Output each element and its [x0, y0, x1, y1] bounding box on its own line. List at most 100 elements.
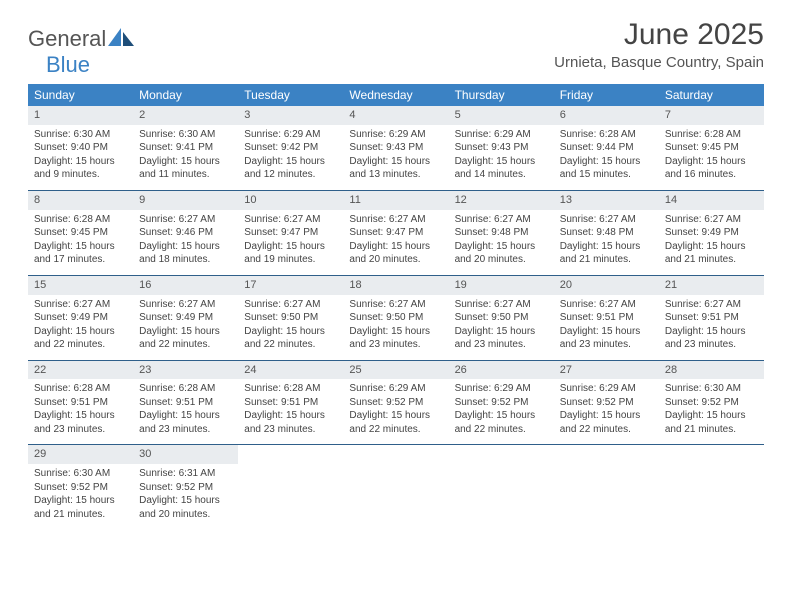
brand-logo: General Blue [28, 18, 134, 78]
day-detail-cell: Sunrise: 6:27 AMSunset: 9:49 PMDaylight:… [659, 210, 764, 276]
sunset-text: Sunset: 9:43 PM [455, 141, 548, 155]
day-number-cell [238, 445, 343, 464]
day-detail-cell: Sunrise: 6:27 AMSunset: 9:48 PMDaylight:… [554, 210, 659, 276]
sunset-text: Sunset: 9:42 PM [244, 141, 337, 155]
sunrise-text: Sunrise: 6:27 AM [665, 298, 758, 312]
logo-word-blue: Blue [46, 52, 90, 77]
sunrise-text: Sunrise: 6:28 AM [34, 382, 127, 396]
daylight-text: Daylight: 15 hours and 16 minutes. [665, 155, 758, 182]
daylight-text: Daylight: 15 hours and 12 minutes. [244, 155, 337, 182]
daylight-text: Daylight: 15 hours and 22 minutes. [244, 325, 337, 352]
daylight-text: Daylight: 15 hours and 23 minutes. [139, 409, 232, 436]
day-detail-cell: Sunrise: 6:28 AMSunset: 9:44 PMDaylight:… [554, 125, 659, 191]
sunset-text: Sunset: 9:44 PM [560, 141, 653, 155]
day-detail-cell: Sunrise: 6:28 AMSunset: 9:51 PMDaylight:… [28, 379, 133, 445]
day-number-cell: 5 [449, 106, 554, 125]
daylight-text: Daylight: 15 hours and 22 minutes. [455, 409, 548, 436]
calendar-body: 1234567Sunrise: 6:30 AMSunset: 9:40 PMDa… [28, 106, 764, 529]
day-number-cell: 11 [343, 190, 448, 209]
sunrise-text: Sunrise: 6:29 AM [560, 382, 653, 396]
day-number-cell: 19 [449, 275, 554, 294]
sunset-text: Sunset: 9:51 PM [34, 396, 127, 410]
sunrise-text: Sunrise: 6:29 AM [455, 128, 548, 142]
day-detail-cell: Sunrise: 6:27 AMSunset: 9:50 PMDaylight:… [343, 295, 448, 361]
day-number-cell: 20 [554, 275, 659, 294]
sunset-text: Sunset: 9:52 PM [349, 396, 442, 410]
sunrise-text: Sunrise: 6:31 AM [139, 467, 232, 481]
weekday-header: Friday [554, 84, 659, 106]
sunset-text: Sunset: 9:48 PM [560, 226, 653, 240]
sunset-text: Sunset: 9:50 PM [455, 311, 548, 325]
daylight-text: Daylight: 15 hours and 20 minutes. [139, 494, 232, 521]
sunrise-text: Sunrise: 6:27 AM [244, 298, 337, 312]
sunrise-text: Sunrise: 6:27 AM [349, 298, 442, 312]
day-number-cell: 7 [659, 106, 764, 125]
day-detail-cell [343, 464, 448, 529]
day-detail-cell: Sunrise: 6:28 AMSunset: 9:51 PMDaylight:… [238, 379, 343, 445]
sunrise-text: Sunrise: 6:29 AM [349, 382, 442, 396]
day-detail-cell [659, 464, 764, 529]
sunrise-text: Sunrise: 6:27 AM [139, 298, 232, 312]
day-number-cell: 23 [133, 360, 238, 379]
day-number-row: 22232425262728 [28, 360, 764, 379]
day-number-cell: 17 [238, 275, 343, 294]
day-detail-cell: Sunrise: 6:27 AMSunset: 9:47 PMDaylight:… [343, 210, 448, 276]
day-number-cell: 21 [659, 275, 764, 294]
day-number-cell: 26 [449, 360, 554, 379]
day-detail-cell: Sunrise: 6:29 AMSunset: 9:42 PMDaylight:… [238, 125, 343, 191]
weekday-header: Saturday [659, 84, 764, 106]
calendar-table: Sunday Monday Tuesday Wednesday Thursday… [28, 84, 764, 529]
daylight-text: Daylight: 15 hours and 23 minutes. [665, 325, 758, 352]
day-number-cell: 29 [28, 445, 133, 464]
day-detail-cell: Sunrise: 6:27 AMSunset: 9:47 PMDaylight:… [238, 210, 343, 276]
day-detail-cell: Sunrise: 6:30 AMSunset: 9:52 PMDaylight:… [659, 379, 764, 445]
sunset-text: Sunset: 9:51 PM [244, 396, 337, 410]
sunset-text: Sunset: 9:52 PM [560, 396, 653, 410]
daylight-text: Daylight: 15 hours and 13 minutes. [349, 155, 442, 182]
weekday-header: Tuesday [238, 84, 343, 106]
day-number-cell: 30 [133, 445, 238, 464]
daylight-text: Daylight: 15 hours and 23 minutes. [349, 325, 442, 352]
daylight-text: Daylight: 15 hours and 9 minutes. [34, 155, 127, 182]
logo-text: General Blue [28, 26, 134, 78]
day-number-cell: 8 [28, 190, 133, 209]
day-number-cell: 24 [238, 360, 343, 379]
day-number-row: 891011121314 [28, 190, 764, 209]
sunrise-text: Sunrise: 6:27 AM [34, 298, 127, 312]
sunset-text: Sunset: 9:51 PM [665, 311, 758, 325]
day-number-row: 1234567 [28, 106, 764, 125]
sunrise-text: Sunrise: 6:29 AM [455, 382, 548, 396]
daylight-text: Daylight: 15 hours and 21 minutes. [34, 494, 127, 521]
sunrise-text: Sunrise: 6:30 AM [34, 128, 127, 142]
day-detail-cell: Sunrise: 6:29 AMSunset: 9:52 PMDaylight:… [554, 379, 659, 445]
day-detail-cell [238, 464, 343, 529]
daylight-text: Daylight: 15 hours and 17 minutes. [34, 240, 127, 267]
daylight-text: Daylight: 15 hours and 18 minutes. [139, 240, 232, 267]
sunset-text: Sunset: 9:49 PM [665, 226, 758, 240]
day-detail-row: Sunrise: 6:27 AMSunset: 9:49 PMDaylight:… [28, 295, 764, 361]
day-detail-cell [554, 464, 659, 529]
daylight-text: Daylight: 15 hours and 14 minutes. [455, 155, 548, 182]
weekday-header: Monday [133, 84, 238, 106]
sunset-text: Sunset: 9:47 PM [244, 226, 337, 240]
sunset-text: Sunset: 9:50 PM [244, 311, 337, 325]
daylight-text: Daylight: 15 hours and 22 minutes. [560, 409, 653, 436]
day-detail-cell: Sunrise: 6:27 AMSunset: 9:49 PMDaylight:… [133, 295, 238, 361]
logo-sail-icon [108, 28, 134, 46]
sunrise-text: Sunrise: 6:27 AM [455, 298, 548, 312]
day-number-row: 2930 [28, 445, 764, 464]
daylight-text: Daylight: 15 hours and 23 minutes. [34, 409, 127, 436]
day-detail-cell: Sunrise: 6:29 AMSunset: 9:43 PMDaylight:… [449, 125, 554, 191]
sunset-text: Sunset: 9:45 PM [665, 141, 758, 155]
day-detail-row: Sunrise: 6:30 AMSunset: 9:52 PMDaylight:… [28, 464, 764, 529]
daylight-text: Daylight: 15 hours and 22 minutes. [34, 325, 127, 352]
sunset-text: Sunset: 9:46 PM [139, 226, 232, 240]
sunset-text: Sunset: 9:49 PM [139, 311, 232, 325]
day-detail-cell: Sunrise: 6:27 AMSunset: 9:49 PMDaylight:… [28, 295, 133, 361]
sunrise-text: Sunrise: 6:27 AM [665, 213, 758, 227]
day-detail-cell: Sunrise: 6:27 AMSunset: 9:46 PMDaylight:… [133, 210, 238, 276]
sunset-text: Sunset: 9:48 PM [455, 226, 548, 240]
day-number-cell: 9 [133, 190, 238, 209]
day-number-cell: 6 [554, 106, 659, 125]
sunset-text: Sunset: 9:47 PM [349, 226, 442, 240]
